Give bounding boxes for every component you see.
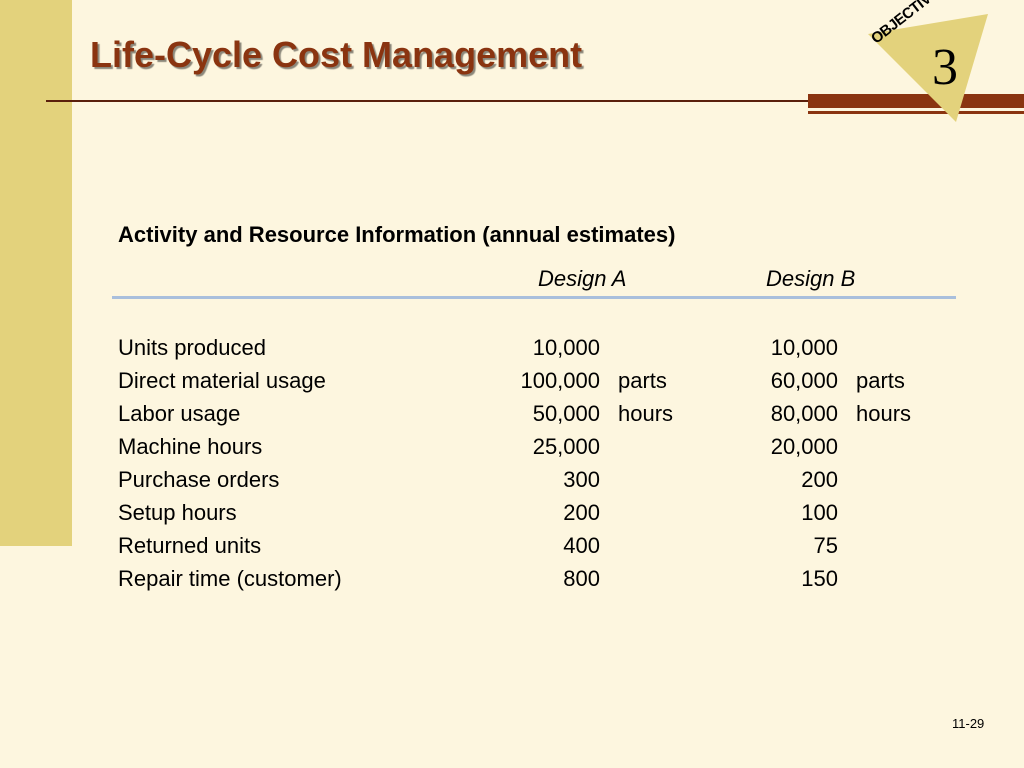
design-a-value: 25,000: [532, 434, 600, 459]
design-a-value: 800: [563, 566, 600, 591]
left-accent-bar: [0, 0, 72, 546]
row-label: Purchase orders: [118, 467, 280, 492]
table-row: Setup hours 200 100: [118, 497, 958, 530]
design-a-value: 200: [563, 500, 600, 525]
design-b-value: 150: [801, 566, 838, 591]
row-label: Units produced: [118, 335, 266, 360]
table-row: Labor usage 50,000 hours 80,000 hours: [118, 398, 958, 431]
design-b-value: 100: [801, 500, 838, 525]
title-divider: [46, 100, 816, 102]
row-label: Repair time (customer): [118, 566, 342, 591]
column-header-design-b: Design B: [766, 266, 856, 291]
table-row: Units produced 10,000 10,000: [118, 332, 958, 365]
design-a-value: 100,000: [520, 368, 600, 393]
design-b-unit: hours: [856, 401, 912, 426]
column-header-design-a: Design A: [538, 266, 627, 291]
table-row: Machine hours 25,000 20,000: [118, 431, 958, 464]
objective-number: 3: [932, 39, 958, 96]
design-b-unit: parts: [856, 368, 905, 393]
design-b-value: 10,000: [770, 335, 838, 360]
page-number: 11-29: [952, 716, 985, 731]
table-row: Direct material usage 100,000 parts 60,0…: [118, 365, 958, 398]
design-b-value: 80,000: [770, 401, 838, 426]
design-b-value: 60,000: [770, 368, 838, 393]
badge-shape: [868, 14, 988, 122]
accent-rule-thick: [808, 94, 1024, 108]
data-table: Units produced 10,000 10,000 Direct mate…: [118, 332, 958, 596]
design-a-unit: hours: [618, 401, 674, 426]
table-row: Returned units 400 75: [118, 530, 958, 563]
design-b-value: 200: [801, 467, 838, 492]
design-a-value: 400: [563, 533, 600, 558]
design-a-value: 300: [563, 467, 600, 492]
header-divider: [112, 296, 956, 299]
design-b-value: 20,000: [770, 434, 838, 459]
table-heading: Activity and Resource Information (annua…: [118, 222, 676, 247]
row-label: Returned units: [118, 533, 262, 558]
row-label: Setup hours: [118, 500, 237, 525]
design-a-value: 10,000: [532, 335, 600, 360]
design-b-value: 75: [813, 533, 838, 558]
objective-badge: [868, 14, 988, 122]
row-label: Machine hours: [118, 434, 263, 459]
slide-title: Life-Cycle Cost Management: [90, 34, 583, 75]
accent-rule-thin: [808, 111, 1024, 114]
table-row: Purchase orders 300 200: [118, 464, 958, 497]
design-a-value: 50,000: [532, 401, 600, 426]
row-label: Labor usage: [118, 401, 241, 426]
table-row: Repair time (customer) 800 150: [118, 563, 958, 596]
row-label: Direct material usage: [118, 368, 326, 393]
design-a-unit: parts: [618, 368, 667, 393]
